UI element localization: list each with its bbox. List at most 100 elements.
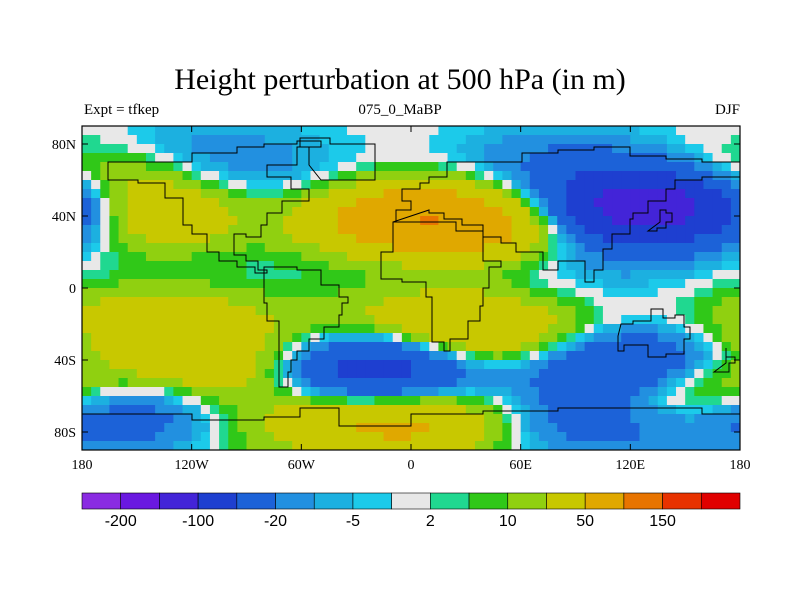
field-cell [639,423,650,433]
field-cell [474,198,485,208]
field-cell [438,342,449,352]
field-cell [612,396,622,406]
field-cell [319,441,330,450]
field-cell [438,378,449,388]
field-cell [365,171,376,181]
field-cell [127,252,138,262]
field-cell [365,360,376,370]
field-cell [447,198,458,208]
field-cell [347,423,357,433]
field-cell [191,189,202,199]
field-cell [356,261,366,271]
field-cell [200,189,211,199]
field-cell [164,144,174,154]
field-cell [264,396,275,406]
field-cell [666,405,677,415]
field-cell [118,261,129,271]
field-cell [383,405,394,415]
field-cell [474,387,485,397]
field-cell [548,333,558,343]
field-cell [255,261,266,271]
field-cell [127,432,138,442]
field-cell [666,324,677,334]
field-cell [593,378,604,388]
field-cell [127,126,138,136]
field-cell [575,297,586,307]
field-cell [529,279,540,289]
field-cell [712,189,723,199]
field-cell [429,360,440,370]
field-cell [447,135,458,145]
field-cell [264,288,275,298]
field-cell [548,144,558,154]
field-cell [575,180,586,190]
field-cell [127,216,138,226]
field-cell [420,270,430,280]
field-cell [429,288,440,298]
field-cell [730,405,740,415]
field-cell [155,405,165,415]
field-cell [374,378,385,388]
field-cell [575,153,586,163]
field-cell [657,351,668,361]
field-cell [657,387,668,397]
field-cell [703,414,714,424]
field-cell [209,261,220,271]
field-cell [383,261,394,271]
field-cell [392,333,403,343]
field-cell [548,207,558,217]
field-cell [310,333,321,343]
field-cell [365,216,376,226]
field-cell [273,396,284,406]
field-cell [621,378,631,388]
field-cell [456,126,467,136]
field-cell [703,396,714,406]
field-cell [676,396,686,406]
field-cell [676,288,686,298]
field-cell [136,378,147,388]
field-cell [365,414,376,424]
field-cell [228,333,238,343]
field-cell [420,225,430,235]
field-cell [703,342,714,352]
field-cell [392,171,403,181]
field-cell [127,342,138,352]
field-cell [264,441,275,450]
field-cell [328,324,339,334]
field-cell [529,441,540,450]
field-cell [273,252,284,262]
field-cell [502,333,513,343]
field-cell [347,333,357,343]
field-cell [511,234,522,244]
field-cell [657,288,668,298]
field-cell [694,387,705,397]
field-cell [273,171,284,181]
field-cell [612,162,622,172]
field-cell [511,396,522,406]
colorbar-tick-label: 2 [426,513,435,530]
field-cell [292,198,302,208]
field-cell [639,171,650,181]
field-cell [602,225,613,235]
field-cell [694,225,705,235]
field-cell [438,252,449,262]
field-cell [630,261,641,271]
field-cell [703,207,714,217]
field-cell [255,315,266,325]
field-cell [191,387,202,397]
field-cell [328,243,339,253]
field-cell [200,333,211,343]
field-cell [356,360,366,370]
field-cell [374,324,385,334]
field-cell [712,297,723,307]
field-cell [648,360,659,370]
field-cell [219,252,229,262]
field-cell [648,180,659,190]
field-cell [310,162,321,172]
field-cell [730,189,740,199]
field-cell [703,225,714,235]
field-cell [136,306,147,316]
field-cell [575,270,586,280]
colorbar-box [313,492,354,510]
field-cell [630,441,641,450]
